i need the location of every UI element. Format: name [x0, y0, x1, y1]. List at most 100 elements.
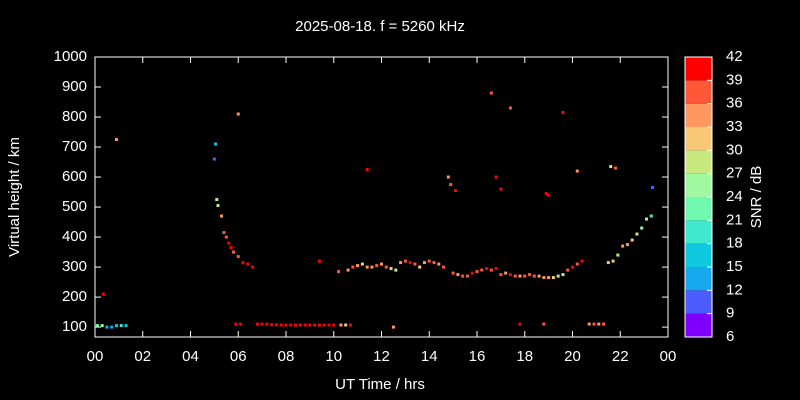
data-point	[635, 232, 639, 236]
data-point	[451, 271, 455, 275]
data-point	[609, 165, 613, 169]
data-point	[236, 255, 240, 259]
colorbar-tick-label: 39	[726, 71, 743, 88]
data-point	[537, 274, 541, 278]
data-point	[251, 265, 255, 269]
data-point	[365, 168, 369, 172]
data-point	[547, 276, 551, 280]
data-point	[370, 265, 374, 269]
colorbar-tick-label: 15	[726, 258, 743, 275]
data-point	[587, 322, 591, 326]
data-point	[399, 261, 403, 265]
colorbar-band	[685, 290, 712, 314]
colorbar-tick-label: 6	[726, 328, 734, 345]
data-point	[470, 271, 474, 275]
colorbar-band	[685, 243, 712, 267]
x-tick-label: 00	[87, 348, 104, 365]
plot-frame	[94, 56, 669, 338]
y-tick-label: 300	[62, 258, 87, 275]
data-point	[456, 273, 460, 277]
x-tick-label: 14	[421, 348, 438, 365]
data-point	[499, 187, 503, 191]
colorbar-tick-label: 42	[726, 48, 743, 65]
y-tick-label: 1000	[54, 48, 87, 65]
data-point	[465, 274, 469, 278]
colorbar-band	[685, 103, 712, 127]
data-point	[422, 261, 426, 265]
data-point	[389, 267, 393, 271]
y-tick-label: 600	[62, 168, 87, 185]
data-point	[413, 262, 417, 266]
data-point	[384, 265, 388, 269]
colorbar-tick-label: 18	[726, 235, 743, 252]
data-point	[124, 324, 128, 328]
data-point	[110, 325, 114, 329]
data-point	[575, 169, 579, 173]
data-point	[508, 273, 512, 277]
data-point	[289, 323, 293, 327]
data-point	[322, 323, 326, 327]
data-point	[222, 231, 226, 235]
y-tick-label: 200	[62, 288, 87, 305]
x-tick-label: 02	[134, 348, 151, 365]
data-point	[475, 270, 479, 274]
data-point	[650, 186, 654, 190]
data-point	[499, 273, 503, 277]
colorbar-tick-label: 30	[726, 141, 743, 158]
data-point	[461, 274, 465, 278]
data-point	[346, 268, 350, 272]
data-point	[561, 111, 565, 115]
colorbar-tick-label: 33	[726, 118, 743, 135]
data-point	[508, 106, 512, 110]
chart-title: 2025-08-18. f = 5260 kHz	[295, 18, 465, 35]
y-tick-label: 400	[62, 228, 87, 245]
colorbar-band	[685, 197, 712, 221]
data-point	[418, 265, 422, 269]
data-point	[518, 322, 522, 326]
data-point	[442, 265, 446, 269]
data-point	[260, 322, 264, 326]
colorbar-tick-label: 36	[726, 95, 743, 112]
data-point	[485, 267, 489, 271]
data-point	[284, 323, 288, 327]
data-point	[621, 244, 625, 248]
y-tick-label: 500	[62, 198, 87, 215]
data-point	[532, 274, 536, 278]
data-point	[547, 193, 551, 197]
data-point	[394, 268, 398, 272]
data-point	[606, 261, 610, 265]
data-point	[351, 265, 355, 269]
data-point	[360, 262, 364, 266]
data-point	[489, 268, 493, 272]
data-point	[489, 91, 493, 95]
data-point	[356, 264, 360, 268]
data-point	[313, 323, 317, 327]
y-tick-label: 100	[62, 318, 87, 335]
data-point	[229, 246, 233, 250]
x-tick-label: 08	[278, 348, 295, 365]
data-point	[542, 276, 546, 280]
data-point	[504, 271, 508, 275]
data-point	[327, 323, 331, 327]
colorbar-band	[685, 220, 712, 244]
data-point	[592, 322, 596, 326]
data-point	[265, 322, 269, 326]
data-point	[231, 250, 235, 254]
data-point	[95, 324, 99, 328]
colorbar-tick-label: 24	[726, 188, 743, 205]
data-point	[391, 325, 395, 329]
colorbar-band	[685, 127, 712, 151]
data-point	[212, 157, 216, 161]
y-tick-label: 900	[62, 78, 87, 95]
x-tick-label: 12	[373, 348, 390, 365]
data-point	[480, 268, 484, 272]
x-tick-label: 00	[660, 348, 677, 365]
colorbar-band	[685, 267, 712, 291]
data-point	[337, 270, 341, 274]
data-point	[105, 325, 109, 329]
data-point	[224, 235, 228, 239]
data-point	[542, 322, 546, 326]
data-point	[513, 274, 517, 278]
data-point	[613, 166, 617, 170]
